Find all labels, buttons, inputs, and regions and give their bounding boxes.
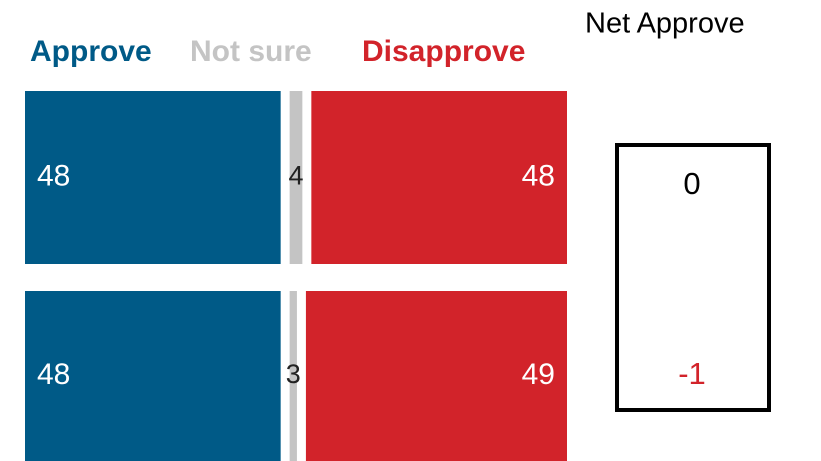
legend-label: Approve — [30, 35, 152, 68]
legend-label: Not sure — [190, 35, 312, 68]
net-value: -1 — [678, 356, 706, 391]
value-label: 48 — [37, 358, 70, 391]
net-title: Net Approve — [585, 8, 745, 40]
value-label: 49 — [522, 358, 555, 391]
value-label: 48 — [37, 159, 70, 192]
net-value: 0 — [683, 166, 700, 201]
value-label: 48 — [522, 159, 555, 192]
legend-label: Disapprove — [362, 35, 525, 68]
value-label: 3 — [286, 359, 301, 389]
bar-segment — [305, 291, 567, 461]
net-box — [615, 143, 771, 412]
value-label: 4 — [288, 161, 303, 191]
bar-segment — [289, 291, 297, 461]
bar-segment — [25, 291, 281, 461]
bar-segment — [25, 91, 281, 264]
bar-segment — [289, 91, 303, 264]
bar-segment — [311, 91, 567, 264]
